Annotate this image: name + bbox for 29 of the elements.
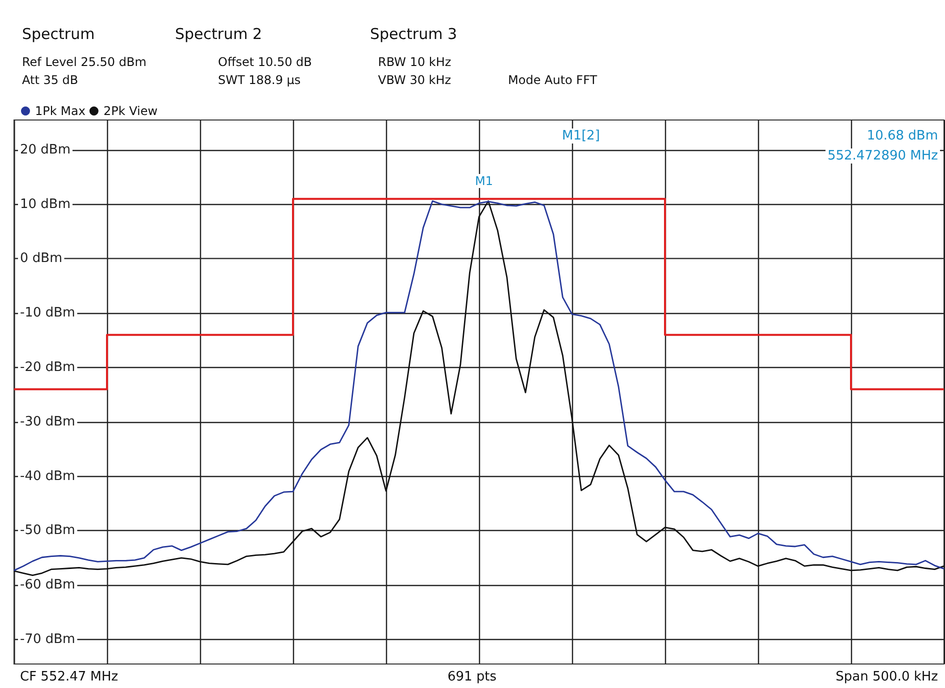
text: RBW 10 kHz — [378, 55, 452, 69]
y-tick-label: -70 dBm — [20, 632, 76, 648]
y-tick-label: -10 dBm — [20, 306, 76, 321]
text: Mode Auto FFT — [508, 73, 598, 87]
text: SWT 188.9 µs — [218, 73, 301, 87]
annotation: M1[2] — [562, 128, 600, 144]
text: 691 pts — [447, 670, 497, 684]
annotation: 10.68 dBm — [866, 128, 938, 144]
y-tick-label: -60 dBm — [20, 578, 76, 593]
y-tick-label: 0 dBm — [20, 251, 62, 266]
legend-label: 1Pk Max — [35, 104, 86, 118]
y-tick-label: -30 dBm — [20, 414, 76, 430]
text: VBW 30 kHz — [378, 73, 452, 87]
text: Att 35 dB — [22, 73, 78, 87]
text: CF 552.47 MHz — [20, 670, 118, 684]
text: Ref Level 25.50 dBm — [22, 55, 146, 69]
text: Span 500.0 kHz — [836, 670, 938, 684]
legend-label: 2Pk View — [103, 104, 158, 118]
y-tick-label: -50 dBm — [20, 523, 76, 538]
annotation: 552.472890 MHz — [827, 148, 938, 164]
y-tick-label: -40 dBm — [20, 468, 76, 484]
text: Spectrum 3 — [370, 25, 457, 43]
annotation: M1 — [475, 174, 493, 188]
y-tick-label: 20 dBm — [20, 142, 71, 158]
y-tick-label: 10 dBm — [20, 196, 71, 212]
text: Spectrum 2 — [175, 25, 262, 43]
text: Spectrum — [22, 25, 95, 43]
y-tick-label: -20 dBm — [20, 360, 76, 376]
text: Offset 10.50 dB — [218, 55, 312, 69]
